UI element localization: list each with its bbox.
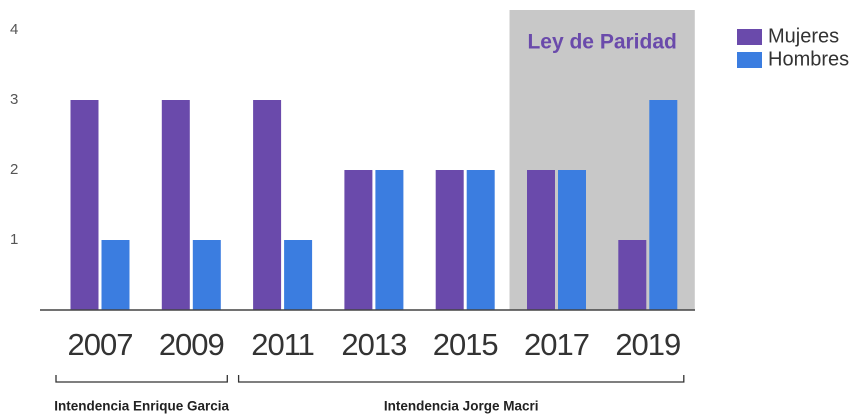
legend-label: Mujeres [768,25,839,47]
bar [101,240,130,310]
bar [375,170,404,310]
x-tick-label: 2017 [524,327,589,362]
bar [253,100,282,310]
x-tick-label: 2007 [68,327,133,362]
bar [435,170,464,310]
bar [284,240,313,310]
bar [344,170,373,310]
group-label: Intendencia Jorge Macri [384,399,539,414]
bar [527,170,555,310]
group-bracket [55,375,228,383]
bar [192,240,221,310]
x-tick-label: 2011 [251,327,314,362]
bar [466,170,495,310]
legend-label: Hombres [768,48,849,70]
bar [618,240,647,310]
bar [161,100,190,310]
group-bracket [237,375,685,383]
bar [649,100,678,310]
x-tick-label: 2015 [433,327,498,362]
y-tick-label: 3 [10,91,18,108]
legend-swatch [737,52,762,68]
x-tick-label: 2019 [615,327,680,362]
x-tick-label: 2009 [159,327,224,362]
group-label: Intendencia Enrique Garcia [54,399,229,414]
x-tick-label: 2013 [341,327,406,362]
legend-swatch [737,29,762,45]
highlight-label: Ley de Paridad [527,31,676,54]
bar [558,170,586,310]
y-tick-label: 1 [10,231,18,248]
y-tick-label: 2 [10,161,18,178]
y-tick-label: 4 [10,21,18,38]
bar [70,100,99,310]
